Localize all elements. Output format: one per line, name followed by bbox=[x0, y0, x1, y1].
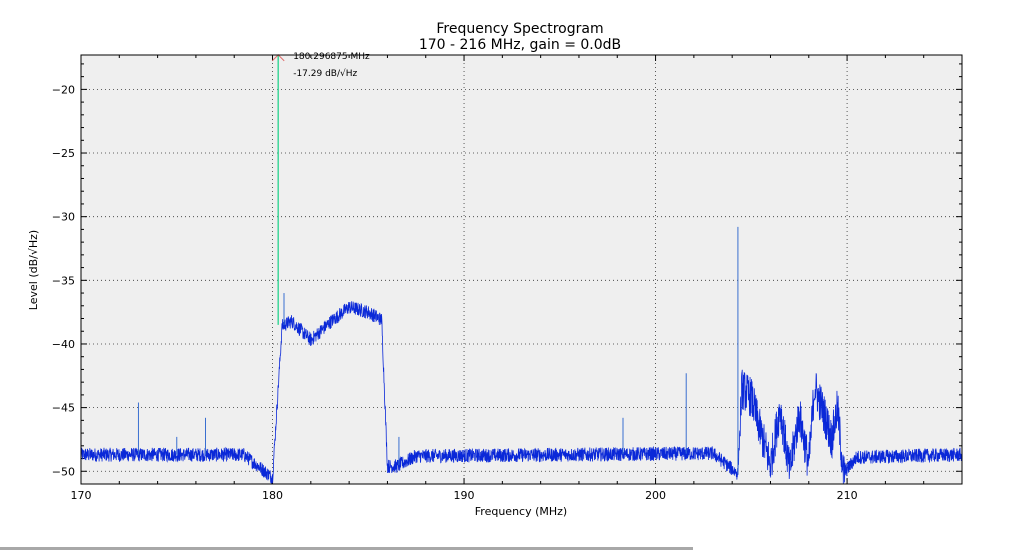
chart-title: Frequency Spectrogram bbox=[436, 21, 603, 37]
y-tick-label: −50 bbox=[52, 465, 75, 478]
y-tick-label: −25 bbox=[52, 147, 75, 160]
spectrum-spikes bbox=[137, 226, 739, 474]
grid-lines bbox=[81, 55, 962, 484]
spectrum-line bbox=[80, 301, 963, 485]
y-tick-label: −30 bbox=[52, 211, 75, 224]
x-axis-label: Frequency (MHz) bbox=[475, 505, 567, 518]
peak-frequency-label: 180.296875 MHz bbox=[293, 52, 370, 62]
peak-level-label: -17.29 dB/√Hz bbox=[293, 68, 357, 79]
plot-frame bbox=[80, 54, 963, 485]
x-tick-label: 210 bbox=[837, 489, 858, 502]
x-tick-label: 170 bbox=[71, 489, 92, 502]
horizontal-scrollbar[interactable] bbox=[0, 547, 693, 550]
plot-area bbox=[81, 55, 962, 484]
chart-subtitle: 170 - 216 MHz, gain = 0.0dB bbox=[419, 37, 621, 53]
x-tick-label: 190 bbox=[454, 489, 475, 502]
y-tick-label: −40 bbox=[52, 338, 75, 351]
y-tick-label: −20 bbox=[52, 83, 75, 96]
x-tick-label: 200 bbox=[645, 489, 666, 502]
y-tick-label: −35 bbox=[52, 274, 75, 287]
y-axis-label: Level (dB/√Hz) bbox=[27, 230, 40, 310]
x-tick-label: 180 bbox=[262, 489, 283, 502]
y-tick-label: −45 bbox=[52, 402, 75, 415]
